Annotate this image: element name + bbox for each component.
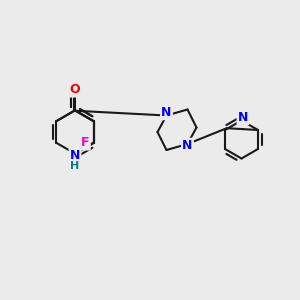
Text: F: F [81,136,90,149]
Text: N: N [182,139,193,152]
Text: O: O [69,83,80,96]
Text: O: O [70,83,80,96]
Text: N: N [70,148,80,162]
Text: N: N [238,111,248,124]
Text: H: H [70,161,80,171]
Text: N: N [161,106,172,119]
